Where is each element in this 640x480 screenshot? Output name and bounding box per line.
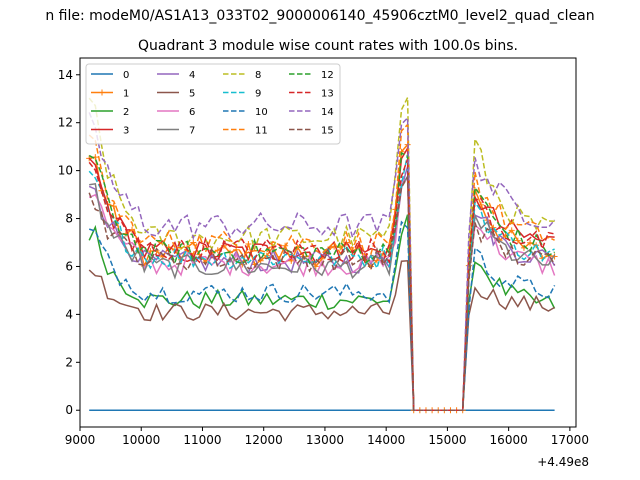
x-axis: 9000 10000 11000 12000 13000 14000 15000 16000 1… — [65, 427, 589, 447]
legend-label-3: 3 — [123, 126, 129, 137]
series-line-3 — [88, 145, 555, 411]
legend-label-4: 4 — [189, 70, 195, 81]
legend-label-9: 9 — [255, 89, 261, 100]
y-tick-label: 10 — [58, 164, 73, 178]
series-line-12 — [88, 151, 555, 411]
series-marker-1 — [245, 240, 252, 247]
x-tick-label: 14000 — [367, 433, 405, 447]
x-tick-label: 11000 — [183, 433, 221, 447]
x-offset-label: +4.49e8 — [537, 455, 589, 469]
y-tick-label: 12 — [58, 116, 73, 130]
series-line-15 — [88, 174, 556, 411]
series-marker-1 — [110, 203, 117, 210]
legend-label-11: 11 — [255, 126, 268, 137]
series-line-6 — [88, 178, 556, 411]
y-tick-label: 6 — [65, 259, 73, 273]
legend-label-14: 14 — [321, 107, 334, 118]
y-tick-label: 2 — [65, 355, 73, 369]
series-line-5 — [88, 260, 555, 411]
figure-suptitle: n file: modeM0/AS1A13_033T02_9000006140_… — [45, 8, 594, 24]
series-line-9 — [88, 154, 555, 411]
legend-label-13: 13 — [321, 89, 334, 100]
legend-label-8: 8 — [255, 70, 261, 81]
series-marker-1 — [527, 239, 534, 246]
legend-label-7: 7 — [189, 126, 195, 137]
series-line-14 — [88, 112, 556, 411]
series-line-13 — [88, 158, 555, 411]
series-line-4 — [88, 166, 556, 411]
legend-label-12: 12 — [321, 70, 334, 81]
series-marker-1 — [551, 253, 558, 260]
legend-label-2: 2 — [123, 107, 129, 118]
y-tick-label: 4 — [65, 307, 73, 321]
series-line-2 — [88, 214, 556, 411]
series-marker-1 — [514, 237, 521, 244]
x-tick-label: 13000 — [306, 433, 344, 447]
y-tick-label: 8 — [65, 212, 73, 226]
chart-title: Quadrant 3 module wise count rates with … — [138, 38, 518, 54]
series-line-1 — [89, 142, 555, 411]
legend-marker-1 — [99, 89, 105, 96]
series-marker-1 — [190, 239, 197, 246]
y-tick-label: 14 — [58, 68, 73, 82]
x-tick-label: 17000 — [551, 433, 589, 447]
series-marker-1 — [373, 257, 380, 264]
legend-label-1: 1 — [123, 89, 129, 100]
series-marker-1 — [214, 247, 221, 254]
plot-frame — [79, 57, 577, 428]
x-tick-label: 10000 — [122, 433, 160, 447]
series-lines — [86, 97, 558, 414]
x-tick-label: 16000 — [490, 433, 528, 447]
series-line-10 — [88, 220, 556, 411]
legend-label-5: 5 — [189, 89, 195, 100]
y-axis: 0 2 4 6 8 10 12 14 — [58, 68, 80, 417]
y-tick-label: 0 — [65, 403, 73, 417]
x-tick-label: 15000 — [428, 433, 466, 447]
series-marker-1 — [508, 227, 515, 234]
legend-box — [85, 63, 341, 145]
legend-label-0: 0 — [123, 70, 129, 81]
series-line-11 — [88, 122, 555, 411]
series-line-7 — [89, 173, 556, 411]
x-tick-label: 12000 — [245, 433, 283, 447]
legend-label-6: 6 — [189, 107, 195, 118]
legend-label-10: 10 — [255, 107, 268, 118]
x-tick-label: 9000 — [65, 433, 96, 447]
legend-label-15: 15 — [321, 126, 334, 137]
